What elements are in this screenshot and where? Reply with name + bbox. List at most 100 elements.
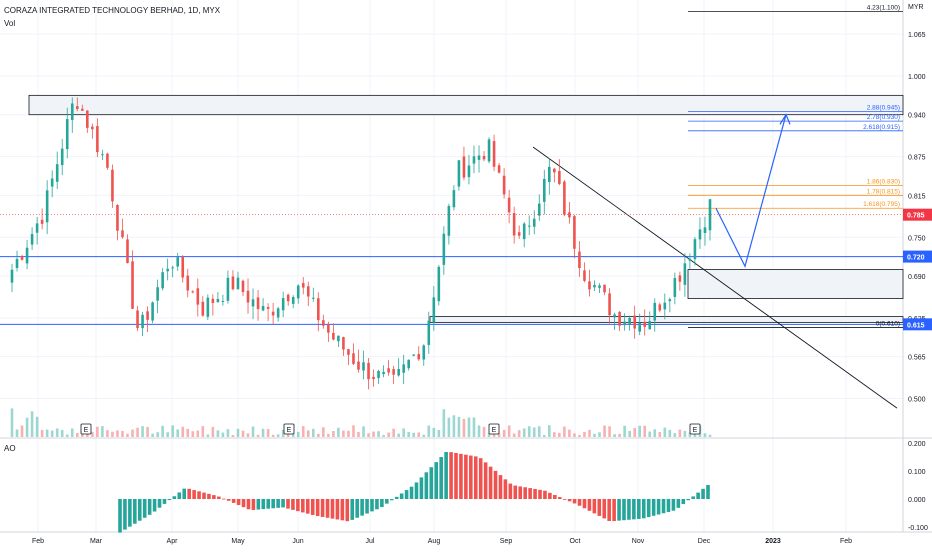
ao-bar	[380, 499, 384, 508]
candle-body	[477, 155, 481, 160]
volume-bar	[241, 430, 245, 437]
ao-bar	[602, 499, 607, 519]
candle-body	[382, 371, 385, 375]
ao-bar	[192, 490, 196, 499]
volume-bar	[251, 426, 255, 437]
time-tick-label: Oct	[570, 538, 581, 545]
ao-bar	[325, 499, 330, 518]
volume-bar	[648, 431, 652, 437]
volume-bar	[101, 426, 104, 437]
volume-bar	[151, 433, 154, 437]
fib-top-label: 4.23(1.100)	[867, 5, 900, 12]
candle-body	[101, 154, 104, 156]
volume-bar	[593, 433, 596, 437]
candle-body	[638, 322, 641, 332]
ao-bar	[493, 470, 498, 499]
ao-bar	[212, 495, 216, 499]
candle-body	[648, 321, 652, 330]
ao-bar	[345, 499, 350, 522]
ao-bar	[305, 499, 310, 514]
volume-bar	[357, 431, 360, 437]
volume-bar	[367, 433, 370, 437]
candle-body	[517, 232, 521, 236]
volume-bar	[301, 426, 305, 437]
candle-body	[86, 110, 89, 128]
candle-body	[60, 148, 64, 166]
time-tick-label: Mar	[90, 538, 103, 545]
price-tick-label: 0.690	[908, 274, 926, 281]
candle-body	[30, 234, 34, 245]
ao-bar	[409, 486, 414, 499]
candle-body	[608, 293, 611, 316]
candle-body	[171, 267, 174, 269]
volume-bar	[116, 430, 119, 437]
candle-body	[558, 171, 561, 184]
candle-body	[246, 290, 250, 303]
candle-body	[618, 311, 621, 326]
candle-body	[226, 277, 230, 301]
candle-body	[633, 315, 636, 329]
ao-bar	[681, 499, 686, 505]
candle-body	[291, 297, 295, 304]
volume-bar	[683, 430, 687, 437]
candle-body	[688, 258, 692, 261]
volume-bar	[141, 426, 144, 437]
fib-2618-label: 2.618(0.915)	[863, 124, 900, 131]
volume-bar	[266, 429, 270, 437]
price-tick-label: 0.940	[908, 113, 926, 120]
volume-bar	[311, 428, 315, 437]
ao-bar	[478, 458, 483, 499]
volume-bar	[186, 428, 190, 437]
candle-body	[271, 311, 275, 316]
candle-body	[387, 368, 390, 373]
volume-bar	[25, 417, 29, 437]
volume-bar	[372, 431, 375, 437]
volume-bar	[548, 425, 551, 437]
candle-body	[512, 213, 516, 236]
candle-body	[698, 229, 702, 240]
ao-bar	[444, 451, 448, 499]
candle-body	[673, 278, 677, 297]
volume-bar	[181, 426, 185, 437]
volume-bar	[477, 425, 481, 437]
candle-body	[176, 257, 180, 267]
ao-bar	[488, 466, 493, 499]
candle-body	[402, 364, 405, 373]
ao-bar	[315, 499, 320, 517]
candle-body	[537, 203, 541, 216]
candle-body	[613, 314, 616, 318]
volume-bar	[306, 430, 310, 437]
ao-bar	[137, 499, 142, 521]
projection-path	[715, 114, 787, 268]
ao-bar	[562, 499, 567, 500]
candle-body	[141, 314, 144, 329]
ao-bar	[207, 493, 211, 499]
ao-bar	[543, 490, 547, 499]
symbol-title: CORAZA INTEGRATED TECHNOLOGY BERHAD, 1D,…	[4, 6, 221, 15]
candle-body	[352, 353, 355, 364]
ao-bar	[276, 499, 280, 508]
candle-body	[306, 286, 310, 297]
earnings-marker	[689, 423, 701, 435]
volume-bar	[457, 416, 461, 437]
volume-bar	[522, 428, 526, 437]
volume-bar	[608, 426, 611, 437]
volume-bar	[30, 411, 34, 437]
volume-bar	[537, 426, 541, 437]
volume-bar	[668, 429, 672, 437]
ao-bar	[123, 499, 127, 530]
candle-body	[397, 369, 400, 376]
ao-bar	[449, 452, 453, 499]
candle-body	[568, 212, 571, 218]
candle-body	[658, 304, 662, 311]
price-tick-label: 0.565	[908, 355, 926, 362]
ao-bar	[296, 499, 300, 512]
candle-body	[161, 272, 164, 289]
ao-tick-label: -0.100	[908, 525, 928, 532]
volume-bar	[492, 433, 496, 437]
candle-body	[70, 103, 74, 121]
earnings-marker-label: E	[693, 427, 698, 434]
volume-bar	[191, 431, 195, 437]
candle-body	[256, 297, 260, 309]
